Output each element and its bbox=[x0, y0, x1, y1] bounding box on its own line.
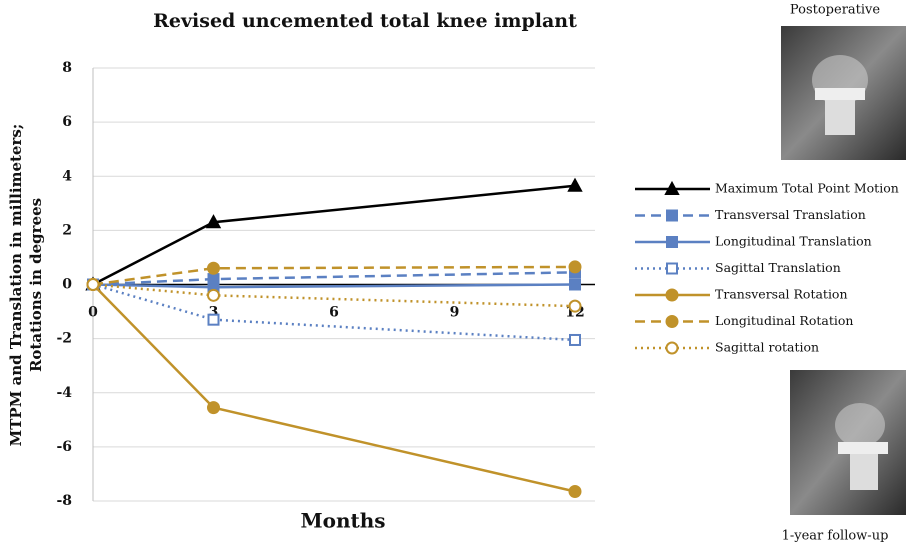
y-tick-label: 0 bbox=[62, 277, 72, 293]
y-axis-label-line: Rotations in degrees bbox=[27, 198, 45, 372]
y-axis-label-line: MTPM and Translation in millimeters; bbox=[7, 124, 25, 447]
marker bbox=[666, 262, 678, 275]
legend-label: Maximum Total Point Motion bbox=[715, 181, 899, 196]
x-tick-label: 9 bbox=[450, 305, 460, 321]
y-tick-label: -4 bbox=[56, 385, 72, 401]
marker bbox=[569, 278, 581, 291]
y-tick-label: -8 bbox=[56, 493, 72, 509]
legend-label: Longitudinal Rotation bbox=[715, 313, 853, 328]
marker bbox=[666, 236, 678, 248]
y-tick-label: -2 bbox=[56, 331, 72, 347]
x-axis-label: Months bbox=[300, 509, 385, 533]
series-line bbox=[92, 283, 576, 342]
marker bbox=[207, 261, 220, 275]
legend-entry: Longitudinal Rotation bbox=[635, 313, 853, 328]
legend-label: Sagittal rotation bbox=[715, 340, 819, 355]
xray-image bbox=[790, 370, 906, 515]
x-tick-label: 0 bbox=[88, 305, 98, 321]
marker bbox=[207, 313, 220, 326]
series-line bbox=[92, 184, 576, 286]
marker bbox=[207, 288, 220, 302]
marker bbox=[205, 214, 222, 229]
legend-label: Transversal Rotation bbox=[715, 287, 848, 302]
marker bbox=[665, 341, 679, 355]
image-caption: 1-year follow-up bbox=[782, 529, 889, 544]
y-axis-label: MTPM and Translation in millimeters; Rot… bbox=[7, 124, 45, 447]
marker bbox=[665, 288, 679, 302]
legend-label: Sagittal Translation bbox=[715, 260, 841, 275]
marker bbox=[568, 299, 582, 313]
marker bbox=[207, 401, 220, 415]
marker bbox=[665, 315, 679, 328]
marker bbox=[568, 485, 582, 499]
y-tick-label: 8 bbox=[62, 60, 72, 76]
legend-entry: Longitudinal Translation bbox=[635, 234, 872, 249]
legend-entry: Maximum Total Point Motion bbox=[635, 181, 899, 196]
legend-entry: Sagittal rotation bbox=[635, 340, 819, 355]
marker bbox=[567, 177, 583, 192]
series-line bbox=[92, 283, 576, 308]
marker bbox=[569, 333, 581, 346]
y-tick-label: 4 bbox=[62, 168, 72, 184]
marker bbox=[568, 260, 582, 274]
image-caption: Postoperative bbox=[790, 3, 880, 18]
y-tick-label: 6 bbox=[62, 114, 72, 130]
y-tick-label: 2 bbox=[62, 222, 72, 238]
legend-entry: Transversal Translation bbox=[635, 207, 866, 222]
x-tick-label: 3 bbox=[209, 305, 219, 321]
legend-entry: Sagittal Translation bbox=[635, 260, 841, 275]
legend-label: Longitudinal Translation bbox=[715, 234, 872, 249]
xray-image bbox=[781, 26, 906, 160]
x-tick-label: 6 bbox=[329, 305, 339, 321]
legend-entry: Transversal Rotation bbox=[635, 287, 848, 302]
marker bbox=[666, 209, 678, 222]
marker bbox=[86, 278, 100, 291]
chart-title: Revised uncemented total knee implant bbox=[153, 10, 577, 32]
legend-label: Transversal Translation bbox=[715, 207, 866, 222]
y-tick-label: -6 bbox=[56, 439, 72, 455]
marker bbox=[664, 180, 680, 195]
